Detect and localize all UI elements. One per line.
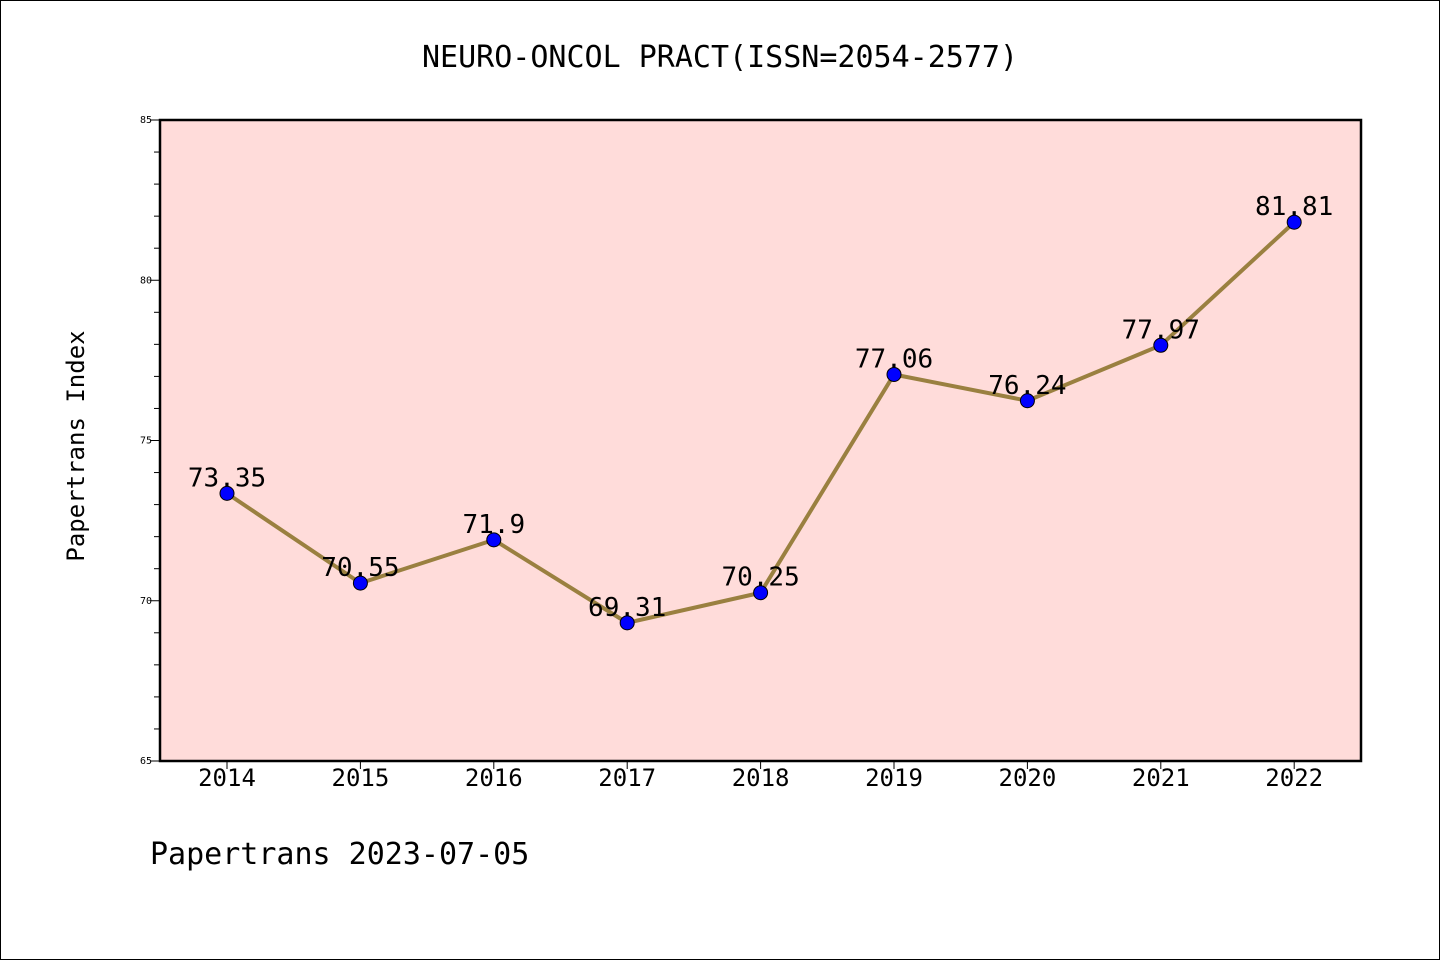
x-tick-label: 2015	[332, 764, 390, 792]
data-label: 77.97	[1122, 315, 1200, 345]
data-point	[486, 532, 502, 548]
y-tick-label: 85	[140, 115, 152, 126]
x-tick-label: 2022	[1265, 764, 1323, 792]
y-tick-label: 70	[140, 596, 152, 607]
data-point	[352, 575, 368, 591]
data-label: 77.06	[855, 344, 933, 374]
x-tick-label: 2016	[465, 764, 523, 792]
footer-text: Papertrans 2023-07-05	[150, 837, 529, 872]
data-point	[219, 485, 235, 501]
y-tick-label: 65	[140, 756, 152, 767]
data-label: 70.55	[321, 553, 399, 583]
data-label: 70.25	[721, 563, 799, 593]
x-axis-ticks: 2014 2015 2016 2017 2018 2019 2020 2021 2022	[198, 761, 1323, 792]
data-markers	[219, 214, 1302, 631]
x-tick-label: 2019	[865, 764, 923, 792]
data-label: 76.24	[988, 371, 1066, 401]
data-point	[1286, 214, 1302, 230]
y-axis-label: Papertrans Index	[62, 330, 90, 561]
data-point	[886, 366, 902, 382]
data-point	[1153, 337, 1169, 353]
data-point	[1019, 393, 1035, 409]
y-tick-label: 75	[140, 436, 152, 447]
x-tick-label: 2018	[732, 764, 790, 792]
data-label: 69.31	[588, 593, 666, 623]
x-tick-label: 2017	[598, 764, 656, 792]
x-tick-label: 2021	[1132, 764, 1190, 792]
data-labels: 73.35 70.55 71.9 69.31 70.25 77.06 76.24 77.97 8…	[188, 192, 1333, 623]
data-label: 73.35	[188, 463, 266, 493]
x-tick-label: 2014	[198, 764, 256, 792]
data-label: 71.9	[462, 510, 525, 540]
x-tick-label: 2020	[999, 764, 1057, 792]
chart-title: NEURO-ONCOL PRACT(ISSN=2054-2577)	[422, 40, 1018, 75]
data-label: 81.81	[1255, 192, 1333, 222]
plot-area	[158, 118, 1363, 763]
data-point	[753, 585, 769, 601]
y-axis-ticks: 65 70 75 80 85	[140, 115, 160, 767]
y-tick-label: 80	[140, 275, 152, 286]
data-point	[619, 615, 635, 631]
